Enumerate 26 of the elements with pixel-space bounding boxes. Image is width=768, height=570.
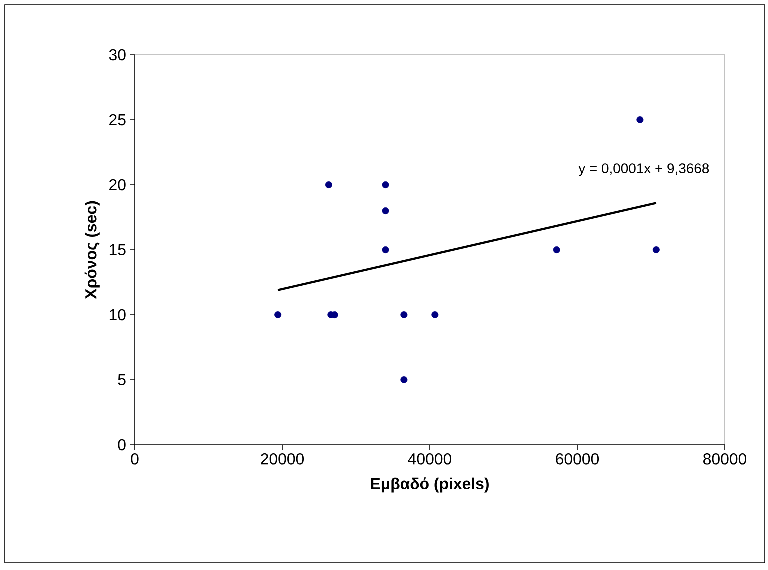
y-tick-label: 15 (110, 244, 126, 256)
point (553, 246, 560, 254)
y-tick-label: 30 (109, 49, 126, 61)
annotation: y = 0,0001x + 9,3668 (578, 164, 710, 176)
point (652, 246, 660, 254)
y-tick-label: 0 (118, 439, 126, 451)
x-axis-title: Εμβαδό (pixels) (371, 478, 489, 493)
x-tick-label: 40000 (408, 454, 452, 465)
point (400, 376, 408, 384)
y-tick-label: 20 (110, 179, 126, 191)
point (382, 246, 390, 254)
point (382, 208, 390, 214)
x-tick-label: 0 (131, 454, 139, 465)
point (432, 312, 439, 318)
x-tick-label: 20000 (261, 454, 304, 465)
point (400, 312, 408, 318)
point (274, 312, 282, 318)
y-tick-label: 10 (110, 309, 126, 321)
x-tick-label: 60000 (556, 454, 600, 465)
point (382, 182, 390, 188)
y-tick-label: 25 (110, 114, 126, 126)
y-axis-title: Χρόνος (sec) (84, 201, 100, 300)
point (636, 116, 644, 124)
y-tick-label: 5 (118, 374, 126, 386)
point (325, 182, 332, 188)
x-tick-label: 80000 (704, 454, 747, 465)
